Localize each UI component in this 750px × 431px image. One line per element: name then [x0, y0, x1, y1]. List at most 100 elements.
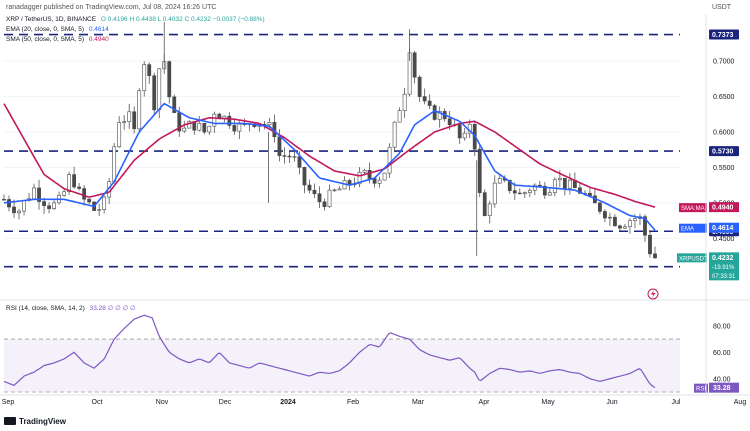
candle[interactable] [492, 175, 497, 208]
legend-ema[interactable]: EMA (20, close, 0, SMA, 5) 0.4614 [6, 26, 109, 33]
candle[interactable] [402, 87, 407, 118]
candle[interactable] [487, 200, 492, 224]
candle[interactable] [412, 50, 417, 84]
candle[interactable] [142, 61, 147, 97]
candle[interactable] [102, 194, 107, 214]
candle[interactable] [12, 199, 16, 218]
candle[interactable] [522, 191, 527, 198]
candle[interactable] [77, 182, 82, 191]
candle[interactable] [377, 176, 382, 188]
candle[interactable] [232, 118, 237, 135]
candle[interactable] [72, 166, 77, 189]
candle[interactable] [462, 127, 467, 141]
candle-body-down [277, 136, 282, 156]
candle[interactable] [357, 167, 362, 188]
candle[interactable] [282, 147, 287, 164]
candle[interactable] [337, 186, 342, 191]
candle[interactable] [202, 122, 207, 135]
candle[interactable] [427, 94, 432, 110]
candle[interactable] [648, 230, 652, 258]
candle[interactable] [517, 188, 522, 195]
candle[interactable] [122, 115, 127, 130]
candle[interactable] [482, 189, 487, 217]
candle[interactable] [552, 177, 557, 197]
lightning-icon[interactable] [647, 288, 659, 300]
candle[interactable] [97, 203, 102, 217]
candle[interactable] [437, 106, 442, 128]
candle[interactable] [638, 213, 642, 225]
candle[interactable] [322, 198, 327, 211]
candle[interactable] [52, 200, 56, 211]
candle[interactable] [287, 151, 292, 163]
candle[interactable] [387, 143, 392, 178]
candle[interactable] [272, 114, 277, 143]
candle[interactable] [147, 62, 152, 84]
candle[interactable] [618, 224, 622, 231]
candle[interactable] [628, 218, 632, 234]
candle[interactable] [132, 106, 137, 134]
candle[interactable] [527, 188, 532, 198]
candle[interactable] [292, 148, 297, 162]
candle[interactable] [42, 197, 46, 214]
candle[interactable] [197, 116, 202, 132]
candle[interactable] [307, 179, 312, 194]
candle[interactable] [608, 212, 612, 227]
tradingview-brand[interactable]: TradingView [4, 417, 66, 426]
candle[interactable] [317, 186, 322, 208]
candle[interactable] [37, 179, 41, 210]
candle[interactable] [653, 246, 657, 259]
candle[interactable] [497, 174, 502, 184]
rsi-line[interactable] [3, 314, 656, 389]
legend-rsi[interactable]: RSI (14, close, SMA, 14, 2) 33.28 ∅ ∅ ∅ … [6, 304, 136, 312]
candle[interactable] [562, 177, 567, 196]
candle[interactable] [567, 172, 572, 195]
candle[interactable] [382, 172, 387, 181]
candle[interactable] [227, 112, 232, 129]
candle[interactable] [352, 177, 357, 188]
candle[interactable] [47, 202, 51, 214]
candle[interactable] [192, 121, 197, 135]
candle[interactable] [32, 183, 36, 201]
sma-line[interactable] [3, 103, 656, 208]
candle[interactable] [593, 189, 597, 204]
candle[interactable] [312, 183, 317, 199]
candle[interactable] [117, 116, 122, 148]
candle[interactable] [87, 198, 92, 204]
candle[interactable] [302, 166, 307, 194]
candle[interactable] [7, 195, 11, 212]
x-tick-label: Apr [479, 399, 491, 406]
candle[interactable] [542, 182, 547, 199]
legend-sma[interactable]: SMA (50, close, 0, SMA, 5) 0.4940 [6, 36, 109, 43]
candle[interactable] [62, 188, 66, 197]
candle[interactable] [57, 191, 61, 205]
candle[interactable] [532, 183, 537, 196]
candle[interactable] [417, 75, 422, 102]
candle[interactable] [598, 201, 602, 215]
candle[interactable] [342, 176, 347, 190]
candle[interactable] [137, 87, 142, 132]
candle[interactable] [17, 208, 21, 220]
candle[interactable] [212, 111, 217, 133]
ema-line[interactable] [3, 102, 656, 231]
candle[interactable] [613, 214, 617, 227]
candle[interactable] [22, 199, 26, 216]
candle[interactable] [182, 120, 187, 133]
candle[interactable] [477, 144, 482, 198]
candle[interactable] [397, 107, 402, 123]
candle[interactable] [127, 103, 132, 129]
candle[interactable] [457, 123, 462, 144]
candle[interactable] [547, 187, 552, 196]
candle[interactable] [152, 72, 157, 115]
candle[interactable] [603, 209, 607, 223]
candle[interactable] [207, 125, 212, 136]
candle[interactable] [422, 88, 427, 105]
candle[interactable] [327, 184, 332, 209]
candle[interactable] [167, 60, 172, 104]
candle-body-down [172, 96, 177, 114]
candle[interactable] [2, 194, 6, 201]
candle[interactable] [392, 121, 397, 151]
candle[interactable] [242, 118, 247, 127]
candle[interactable] [332, 188, 337, 192]
candle[interactable] [623, 223, 627, 229]
